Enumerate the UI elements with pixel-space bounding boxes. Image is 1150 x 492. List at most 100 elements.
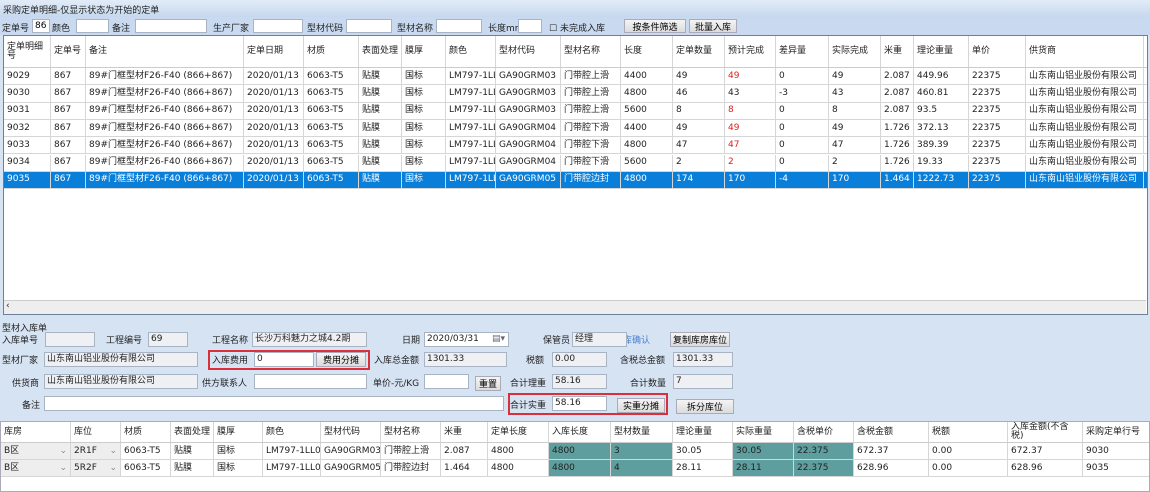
column-header[interactable]: 表面处理 <box>171 422 214 442</box>
dropdown-arrow-icon[interactable]: ⌄ <box>109 462 117 473</box>
column-header[interactable]: 定单日期 <box>244 36 304 67</box>
weight-split-button[interactable]: 实重分摊 <box>617 398 665 413</box>
total-field[interactable]: 1301.33 <box>424 352 507 367</box>
table-cell: 672.37 <box>1008 443 1083 459</box>
table-cell: 89#门框型材F26-F40 (866+867) <box>86 119 244 137</box>
table-row[interactable]: 9031 867 89#门框型材F26-F40 (866+867) 2020/01/1… <box>4 102 1147 120</box>
date-field[interactable]: 2020/03/31 <box>424 332 509 347</box>
column-header[interactable]: 供货商 <box>1026 36 1144 67</box>
entry-no-field[interactable] <box>45 332 95 347</box>
column-header[interactable]: 米重 <box>441 422 488 442</box>
project-name-field[interactable]: 长沙万科魅力之城4.2期 <box>252 332 367 347</box>
column-header[interactable]: 库位 <box>71 422 121 442</box>
copy-button[interactable]: 复制库房库位 <box>670 332 730 347</box>
dropdown-arrow-icon[interactable]: ⌄ <box>59 445 67 456</box>
project-no-field[interactable]: 69 <box>148 332 188 347</box>
table-row[interactable]: 9032 867 89#门框型材F26-F40 (866+867) 2020/01/1… <box>4 119 1147 138</box>
column-header[interactable]: 型材名称 <box>561 36 621 67</box>
unfinished-checkbox[interactable]: ☐ 未完成入库 <box>549 24 605 34</box>
table-cell: 1222.73 <box>914 171 969 189</box>
dropdown-arrow-icon[interactable]: ⌄ <box>59 462 67 473</box>
total-tax-label: 含税总金额 <box>620 356 666 366</box>
column-header[interactable]: 差异量 <box>776 36 829 67</box>
column-header[interactable]: 定单长度 <box>488 422 549 442</box>
column-header[interactable]: 单价 <box>969 36 1026 67</box>
column-header[interactable]: 型材代码 <box>321 422 381 442</box>
table-cell: 0.00 <box>929 443 1008 459</box>
column-header[interactable]: 库房 <box>1 422 71 442</box>
column-header[interactable]: 膜厚 <box>402 36 446 67</box>
table-row[interactable]: 9034 867 89#门框型材F26-F40 (866+867) 2020/01/1… <box>4 154 1147 172</box>
column-header[interactable]: 入库长度 <box>549 422 611 442</box>
theory-weight-field[interactable]: 58.16 <box>552 374 607 389</box>
contact-field[interactable] <box>254 374 367 389</box>
code-input[interactable] <box>346 19 392 33</box>
table-header: 定单明细号 定单号 备注 定单日期 材质 表面处理 膜厚 颜色 型材代码 型材名称 长度 定单数量 预计… <box>4 36 1147 68</box>
remark-field[interactable] <box>44 396 504 411</box>
column-header[interactable]: 米重 <box>881 36 914 67</box>
tax-field[interactable]: 0.00 <box>552 352 607 367</box>
column-header[interactable]: 定单数量 <box>673 36 725 67</box>
split-location-button[interactable]: 拆分库位 <box>676 399 734 414</box>
column-header[interactable]: 预计完成 <box>725 36 776 67</box>
fee-field[interactable]: 0 <box>254 352 314 367</box>
table-row[interactable]: 9029 867 89#门框型材F26-F40 (866+867) 2020/01/1… <box>4 68 1147 86</box>
column-header[interactable]: 颜色 <box>446 36 496 67</box>
table-row[interactable]: 9033 867 89#门框型材F26-F40 (866+867) 2020/01/1… <box>4 137 1147 155</box>
filter-button[interactable]: 按条件筛选 <box>624 19 686 33</box>
dropdown-arrow-icon[interactable]: ⌄ <box>109 445 117 456</box>
unit-price-field[interactable] <box>424 374 469 389</box>
keeper-field[interactable]: 经理 <box>572 332 627 347</box>
column-header[interactable]: 型材名称 <box>381 422 441 442</box>
supplier-label: 供货商 <box>12 379 40 389</box>
column-header[interactable]: 型材代码 <box>496 36 561 67</box>
table-cell: 22375 <box>969 68 1026 85</box>
filter-bar: 定单号 颜色 备注 生产厂家 型材代码 型材名称 长度mm ☐ 未完成入库 按条… <box>0 17 1150 35</box>
column-header[interactable]: 理论重量 <box>914 36 969 67</box>
column-header[interactable]: 定单明细号 <box>4 36 51 67</box>
table-cell: 4800 <box>488 460 549 476</box>
horizontal-scrollbar[interactable]: ‹ <box>4 300 1146 314</box>
table-cell: 山东南山铝业股份有限公司 <box>1026 68 1144 85</box>
column-header[interactable]: 实际重量 <box>733 422 794 442</box>
date-label: 日期 <box>402 336 421 346</box>
column-header[interactable]: 材质 <box>304 36 359 67</box>
column-header[interactable]: 长度 <box>621 36 673 67</box>
total-tax-field[interactable]: 1301.33 <box>673 352 733 367</box>
column-header[interactable]: 颜色 <box>263 422 321 442</box>
column-header[interactable]: 入库金额(不含税) <box>1008 422 1083 442</box>
column-header[interactable]: 采购定单行号 <box>1083 422 1150 442</box>
table-cell: 49 <box>725 68 776 85</box>
column-header[interactable]: 理论重量 <box>673 422 733 442</box>
table-row[interactable]: B区 ⌄ 5R2F ⌄ 6063-T5 贴膜 国标 LM797-1LL0 GA90GRM05 门带… <box>1 460 1149 477</box>
reset-button[interactable]: 重置 <box>475 376 501 391</box>
column-header[interactable]: 定单号 <box>51 36 86 67</box>
order-no-input[interactable] <box>32 19 50 33</box>
column-header[interactable]: 含税单价 <box>794 422 854 442</box>
calendar-dropdown-icon[interactable]: ▤▾ <box>492 334 506 344</box>
table-row[interactable]: B区 ⌄ 2R1F ⌄ 6063-T5 贴膜 国标 LM797-1LL0 GA90GRM03 门带… <box>1 443 1149 460</box>
column-header[interactable]: 表面处理 <box>359 36 402 67</box>
column-header[interactable]: 备注 <box>86 36 244 67</box>
column-header[interactable] <box>1144 36 1150 67</box>
actual-weight-field[interactable]: 58.16 <box>552 396 607 411</box>
scroll-left-icon[interactable]: ‹ <box>6 301 10 311</box>
batch-entry-button[interactable]: 批量入库 <box>689 19 737 33</box>
supplier-field[interactable]: 山东南山铝业股份有限公司 <box>44 374 198 389</box>
length-input[interactable] <box>518 19 542 33</box>
table-row[interactable]: 9035 867 89#门框型材F26-F40 (866+867) 2020/01/1… <box>4 171 1147 190</box>
column-header[interactable]: 实际完成 <box>829 36 881 67</box>
name-input[interactable] <box>436 19 482 33</box>
remark-input[interactable] <box>135 19 207 33</box>
maker-input[interactable] <box>253 19 303 33</box>
column-header[interactable]: 膜厚 <box>214 422 263 442</box>
column-header[interactable]: 税额 <box>929 422 1008 442</box>
table-row[interactable]: 9030 867 89#门框型材F26-F40 (866+867) 2020/01/1… <box>4 85 1147 103</box>
column-header[interactable]: 含税金额 <box>854 422 929 442</box>
color-input[interactable] <box>76 19 109 33</box>
column-header[interactable]: 型材数量 <box>611 422 673 442</box>
qty-field[interactable]: 7 <box>673 374 733 389</box>
column-header[interactable]: 材质 <box>121 422 171 442</box>
fee-split-button[interactable]: 费用分摊 <box>316 352 366 367</box>
maker-field[interactable]: 山东南山铝业股份有限公司 <box>44 352 198 367</box>
